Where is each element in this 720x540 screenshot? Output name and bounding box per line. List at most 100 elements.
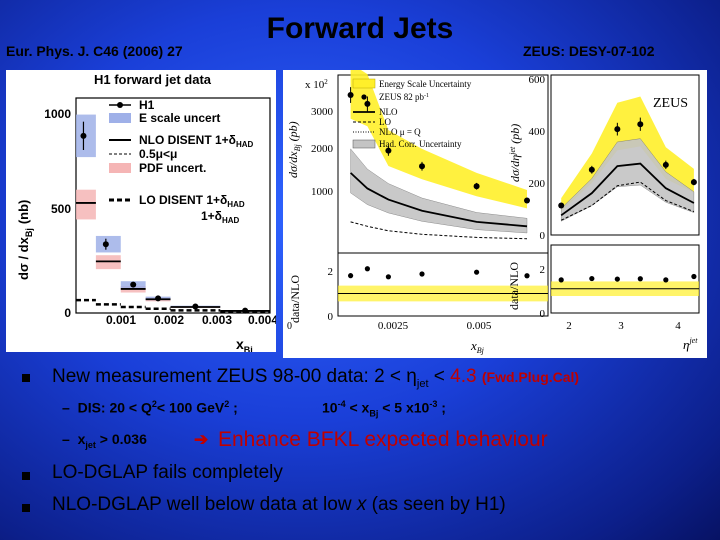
zeus-left-xlabel: xBj: [470, 338, 485, 355]
zeus-right-ratio-point: [614, 276, 620, 282]
h1-legend-nlo: NLO DISENT 1+δHAD: [139, 133, 254, 149]
zeus-right-ratio-layer: [551, 273, 699, 296]
zeus-left-ratio-tick: 2: [328, 266, 334, 278]
zeus-left-xtick: 0.005: [467, 320, 492, 332]
zeus-left-xtick: 0.0025: [378, 320, 409, 332]
zeus-legend-nlo-q: NLO μ = Q: [379, 127, 421, 137]
zeus-right-ylabel: dσ/dηjet(pb): [508, 124, 522, 182]
h1-plot-title: H1 forward jet data: [94, 72, 212, 87]
zeus-left-ratio-point: [385, 274, 391, 280]
zeus-right-ytick: 400: [529, 126, 546, 138]
zeus-left-had-band: [350, 148, 528, 234]
zeus-left-ratio-tick: 0: [328, 311, 334, 323]
h1-legend-lo-line2: 1+δHAD: [201, 209, 240, 225]
zeus-legend-nlo: NLO: [379, 107, 398, 117]
zeus-legend: Energy Scale Uncertainty ZEUS 82 pb-1 NL…: [352, 78, 472, 149]
zeus-right-xtick: 4: [675, 320, 681, 332]
h1-legend-scale: 0.5μ<μ: [139, 147, 177, 161]
zeus-left-lo-line: [350, 221, 528, 240]
zeus-left-data-point: [385, 147, 392, 154]
zeus-left-ratio-point: [419, 271, 425, 277]
zeus-right-ratio-tick: 0: [540, 308, 546, 320]
zeus-legend-lo: LO: [379, 117, 391, 127]
bullet-marker: [22, 472, 30, 480]
h1-legend-lo: LO DISENT 1+δHAD: [139, 193, 245, 209]
zeus-left-data-point: [473, 183, 480, 190]
zeus-left-data-point: [364, 100, 371, 107]
h1-xlabel: xBj: [236, 336, 253, 352]
h1-legend-escale-swatch: [109, 113, 131, 123]
h1-data-point: [130, 281, 137, 288]
zeus-right-had-band: [561, 138, 695, 222]
zeus-legend-data: ZEUS 82 pb-1: [379, 92, 429, 102]
h1-xtick: 0.003: [202, 313, 232, 327]
zeus-left-data-layer: [347, 63, 530, 240]
zeus-legend-data-marker: [361, 94, 367, 100]
h1-legend-pdf: PDF uncert.: [139, 161, 206, 175]
zeus-left-ytick: 2000: [311, 143, 334, 155]
zeus-right-ratio-point: [691, 273, 697, 280]
h1-plot-panel: H1 forward jet data dσ / dxBj(nb) 1000 5…: [6, 70, 278, 355]
zeus-label: ZEUS: [653, 96, 688, 111]
bullet-marker: [22, 504, 30, 512]
zeus-right-data-point: [588, 166, 595, 173]
h1-data-point: [155, 295, 162, 302]
zeus-left-data-point: [524, 197, 530, 204]
bullet-lo-dglap: LO-DGLAP fails completely: [52, 462, 283, 483]
zeus-right-xtick: 3: [618, 320, 624, 332]
h1-data-point: [102, 241, 109, 248]
h1-ylabel: dσ / dxBj(nb): [16, 200, 34, 280]
zeus-left-nlo-line: [349, 172, 528, 228]
h1-legend-escale: E scale uncert: [139, 111, 220, 125]
zeus-left-ratio-point: [474, 269, 480, 275]
zeus-left-escale-band: [350, 63, 527, 209]
zeus-left-xtick: 0: [287, 321, 292, 332]
subbullet-xjet: – xjet > 0.036: [62, 431, 147, 450]
zeus-left-ratio-point: [348, 273, 354, 279]
zeus-right-data-point: [637, 121, 644, 128]
h1-xtick: 0.004: [248, 313, 276, 327]
zeus-right-ratio-tick: 2: [540, 264, 546, 276]
h1-data-point: [192, 303, 199, 310]
zeus-right-xtick: 2: [566, 320, 572, 332]
zeus-left-ratio-point: [524, 273, 530, 279]
zeus-right-ratio-point: [663, 277, 669, 283]
zeus-right-xlabel: ηjet: [683, 336, 698, 352]
bullet-marker: [22, 374, 30, 382]
h1-ytick: 500: [51, 202, 71, 216]
zeus-left-ratio-point: [364, 266, 370, 272]
zeus-right-data-point: [614, 126, 621, 133]
h1-legend-pdf-swatch: [109, 163, 131, 173]
zeus-left-ylabel: dσ/dxBj(pb): [286, 121, 302, 178]
bullet-new-measurement: New measurement ZEUS 98-00 data: 2 < ηje…: [52, 366, 580, 390]
zeus-right-ratio-frame: [550, 244, 700, 314]
zeus-right-frame: [550, 74, 700, 236]
zeus-left-ratio-frame: [337, 252, 549, 317]
h1-legend: H1 E scale uncert NLO DISENT 1+δHAD 0.5μ…: [109, 98, 254, 225]
zeus-legend-had-swatch: [352, 139, 376, 149]
zeus-right-ytick: 600: [529, 74, 546, 86]
h1-ytick: 0: [64, 306, 71, 320]
h1-data-point: [80, 132, 87, 139]
bullet-nlo-dglap: NLO-DGLAP well below data at low x (as s…: [52, 494, 506, 515]
h1-xtick: 0.001: [106, 313, 136, 327]
zeus-plot-panel: dσ/dxBj(pb) x 102 3000 2000 1000 data/NL…: [283, 63, 707, 358]
subbullet-arrow-icon: ➔: [194, 430, 209, 449]
h1-pdf-band: [76, 189, 96, 220]
zeus-right-data-point: [558, 202, 565, 209]
zeus-legend-escale-swatch: [352, 78, 376, 89]
slide-title: Forward Jets: [266, 12, 454, 45]
zeus-legend-had: Had. Corr. Uncertainty: [379, 139, 462, 149]
h1-xtick: 0.002: [154, 313, 184, 327]
zeus-left-ratio-label: data/NLO: [288, 275, 302, 323]
zeus-right-data-layer: [558, 96, 697, 222]
h1-data-point: [242, 307, 249, 314]
zeus-right-data-point: [662, 161, 669, 168]
zeus-left-ytick: 3000: [311, 106, 334, 118]
zeus-plot: dσ/dxBj(pb) x 102 3000 2000 1000 data/NL…: [286, 63, 700, 355]
subbullet-kinematics: – DIS: 20 < Q2< 100 GeV2 ;: [62, 399, 238, 416]
zeus-right-ratio-label: data/NLO: [507, 262, 521, 310]
zeus-left-data-point: [419, 163, 425, 170]
h1-legend-h1: H1: [139, 98, 155, 112]
zeus-left-ratio-layer: [338, 266, 548, 302]
